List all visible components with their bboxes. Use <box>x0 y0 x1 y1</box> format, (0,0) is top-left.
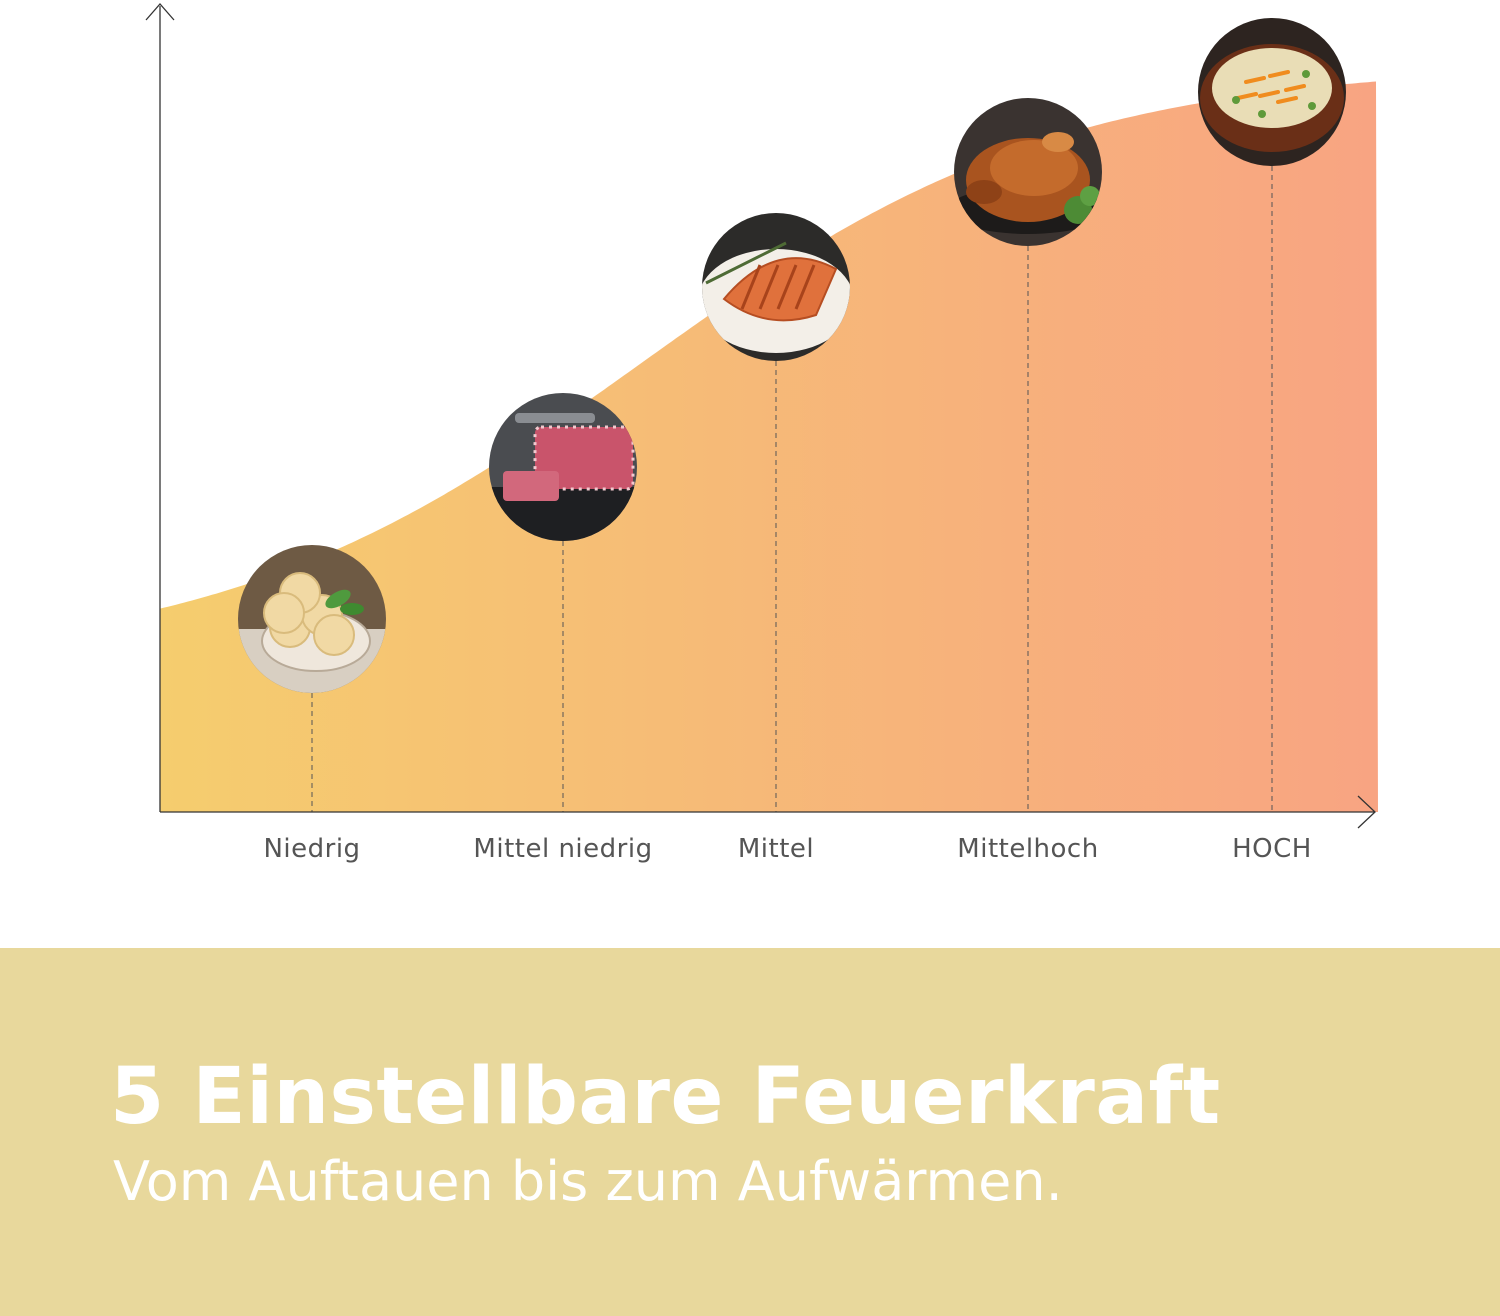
soup-bowl-icon <box>1198 18 1346 166</box>
power-curve-area <box>160 81 1378 812</box>
footer-banner <box>0 948 1500 1316</box>
subheadline: Vom Auftauen bis zum Aufwärmen. <box>113 1150 1063 1213</box>
chart-axes <box>145 3 1376 829</box>
x-tick-label: HOCH <box>1232 834 1312 864</box>
chart-svg: Niedrig Mittel niedrig Mittel Mittelhoch HOC… <box>145 3 1378 864</box>
x-axis-arrow-icon <box>1357 795 1376 829</box>
x-tick-label: Mittel niedrig <box>473 834 652 864</box>
x-tick-labels: Niedrig Mittel niedrig Mittel Mittelhoch HOC… <box>263 834 1311 864</box>
x-tick-label: Niedrig <box>263 834 360 864</box>
y-axis-arrow-icon <box>145 3 175 21</box>
x-tick-label: Mittel <box>738 834 814 864</box>
x-tick-label: Mittelhoch <box>957 834 1098 864</box>
power-level-chart: Niedrig Mittel niedrig Mittel Mittelhoch HOC… <box>145 3 1378 864</box>
guide-lines <box>311 166 1273 812</box>
roast-chicken-icon <box>954 98 1102 246</box>
salmon-fillet-icon <box>702 213 850 361</box>
headline: 5 Einstellbare Feuerkraft <box>110 1052 1221 1142</box>
